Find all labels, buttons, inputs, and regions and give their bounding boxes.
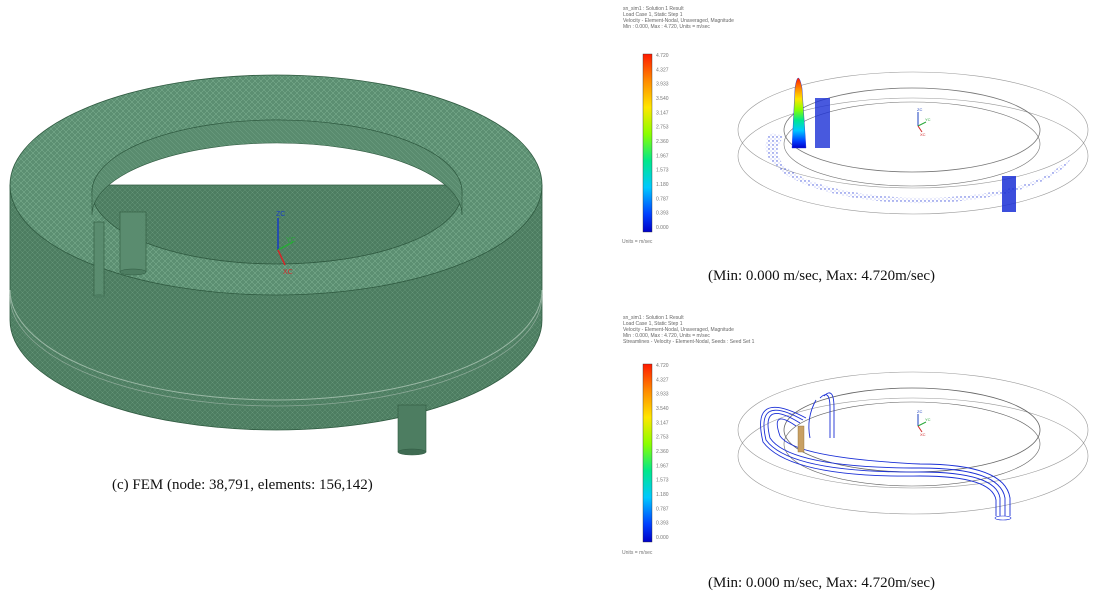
colorbar (642, 53, 653, 233)
colorbar-tick-label: 4.327 (656, 377, 669, 383)
top-right-caption: (Min: 0.000 m/sec, Max: 4.720m/sec) (708, 268, 936, 284)
svg-text:ZC: ZC (917, 107, 922, 112)
streamline-figure: 4.720 4.327 3.933 3.540 3.147 2.753 2.360 1.967… (622, 363, 1089, 556)
colorbar-tick-label: 1.967 (656, 463, 669, 469)
colorbar-tick-label: 3.540 (656, 96, 669, 102)
coordinate-triad-bottom: ZC YC XC (917, 409, 931, 437)
colorbar-tick-label: 0.000 (656, 535, 669, 541)
colorbar-tick-label: 3.147 (656, 110, 669, 116)
colorbar-tick-label: 3.540 (656, 406, 669, 412)
colorbar-tick-label: 1.180 (656, 182, 669, 188)
axis-y-label: YC (286, 237, 296, 244)
outlet-pipe (397, 404, 427, 453)
high-velocity-jet (791, 77, 807, 149)
axis-z-label: ZC (276, 211, 285, 218)
colorbar-bottom (642, 363, 653, 543)
bottom-right-caption: (Min: 0.000 m/sec, Max: 4.720m/sec) (708, 575, 936, 591)
svg-text:YC: YC (925, 417, 931, 422)
colorbar-tick-label: 2.360 (656, 139, 669, 145)
colorbar-tick-label: 1.967 (656, 153, 669, 159)
svg-text:XC: XC (920, 432, 926, 437)
colorbar-tick-label: 2.360 (656, 449, 669, 455)
svg-text:YC: YC (925, 117, 931, 122)
colorbar-tick-label: 0.393 (656, 211, 669, 217)
colorbar-tick-label: 0.000 (656, 225, 669, 231)
inlet-pipe-thin (93, 221, 105, 297)
top-result-header: sn_sim1 : Solution 1 Result Load Case 1,… (623, 6, 734, 30)
velocity-vector-figure: 4.720 4.327 3.933 3.540 3.147 2.753 2.360 1.967… (622, 53, 1089, 245)
colorbar-tick-label: 0.787 (656, 506, 669, 512)
colorbar-tick-label: 1.573 (656, 168, 669, 174)
fem-caption: (c) FEM (node: 38,791, elements: 156,142… (112, 477, 373, 493)
colorbar-tick-label: 3.933 (656, 82, 669, 88)
fem-mesh-figure: ZC YC XC (9, 74, 543, 456)
bottom-result-header: sn_sim1 : Solution 1 Result Load Case 1,… (623, 315, 755, 345)
colorbar-tick-label: 3.933 (656, 392, 669, 398)
outlet-vectors (1002, 176, 1016, 212)
svg-text:XC: XC (920, 132, 926, 137)
colorbar-tick-label: 4.327 (656, 67, 669, 73)
svg-text:ZC: ZC (917, 409, 922, 414)
colorbar-units-label-bottom: Units = m/sec (622, 550, 653, 556)
inlet-pipe (119, 211, 147, 273)
streamlines (760, 392, 1011, 516)
colorbar-tick-label: 3.147 (656, 420, 669, 426)
colorbar-tick-label: 2.753 (656, 125, 669, 131)
colorbar-tick-label: 0.787 (656, 196, 669, 202)
axis-x-label: XC (283, 269, 293, 276)
colorbar-tick-label: 1.180 (656, 492, 669, 498)
coordinate-triad-top: ZC YC XC (917, 107, 931, 137)
colorbar-tick-label: 2.753 (656, 435, 669, 441)
colorbar-units-label: Units = m/sec (622, 239, 653, 245)
inlet-pipe-highlight (797, 425, 805, 453)
colorbar-tick-label: 1.573 (656, 478, 669, 484)
colorbar-tick-label: 4.720 (656, 363, 669, 369)
colorbar-tick-label: 0.393 (656, 521, 669, 527)
coordinate-triad: ZC YC XC (276, 211, 296, 276)
colorbar-tick-label: 4.720 (656, 53, 669, 59)
flow-particle-region (765, 133, 1070, 204)
